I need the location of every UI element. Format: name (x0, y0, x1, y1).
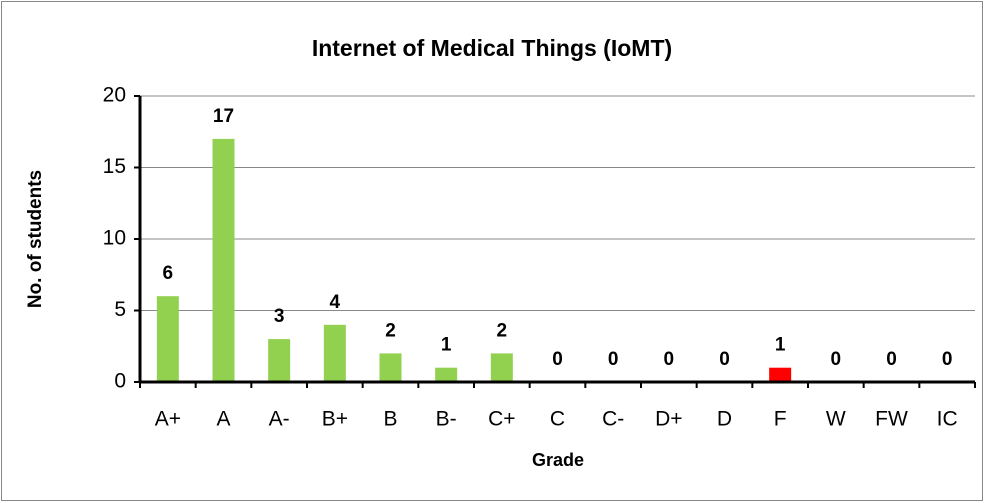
data-label: 4 (330, 292, 341, 313)
x-tick-label: IC (937, 408, 958, 431)
x-tick-label: D (717, 408, 732, 431)
x-tick-label: A+ (155, 408, 181, 431)
data-label: 0 (942, 349, 953, 370)
y-tick-label: 15 (103, 155, 126, 178)
x-tick-label: D+ (655, 408, 682, 431)
x-tick-label: FW (875, 408, 908, 431)
data-label: 2 (497, 320, 508, 341)
data-label: 1 (441, 335, 452, 356)
data-label: 3 (274, 306, 285, 327)
y-tick-label: 5 (114, 298, 126, 321)
x-tick-label: W (826, 408, 846, 431)
data-label: 6 (163, 263, 174, 284)
y-tick-label: 20 (103, 84, 126, 107)
bar (323, 324, 346, 382)
y-tick-label: 10 (103, 227, 126, 250)
bar (435, 367, 458, 382)
y-axis-title: No. of students (25, 170, 46, 308)
x-tick-label: B- (436, 408, 457, 431)
bar (769, 367, 792, 382)
x-tick-label: B+ (322, 408, 348, 431)
x-tick-label: C- (602, 408, 624, 431)
x-tick-label: F (774, 408, 787, 431)
data-label: 2 (385, 320, 396, 341)
bar (490, 353, 513, 382)
data-label: 0 (552, 349, 563, 370)
bar (156, 296, 179, 382)
x-tick-label: C (550, 408, 565, 431)
x-tick-label: C+ (488, 408, 515, 431)
y-tick-label: 0 (114, 370, 126, 393)
data-label: 17 (213, 106, 234, 127)
data-label: 0 (608, 349, 619, 370)
bar (379, 353, 402, 382)
data-label: 0 (886, 349, 897, 370)
x-tick-label: A (216, 408, 230, 431)
x-axis-title: Grade (532, 450, 584, 470)
data-label: 1 (775, 335, 786, 356)
data-label: 0 (664, 349, 675, 370)
bar (212, 138, 235, 382)
data-label: 0 (719, 349, 730, 370)
chart-title: Internet of Medical Things (IoMT) (312, 35, 672, 61)
x-tick-label: A- (269, 408, 290, 431)
bar (268, 339, 291, 382)
x-tick-label: B (383, 408, 397, 431)
data-label: 0 (831, 349, 842, 370)
